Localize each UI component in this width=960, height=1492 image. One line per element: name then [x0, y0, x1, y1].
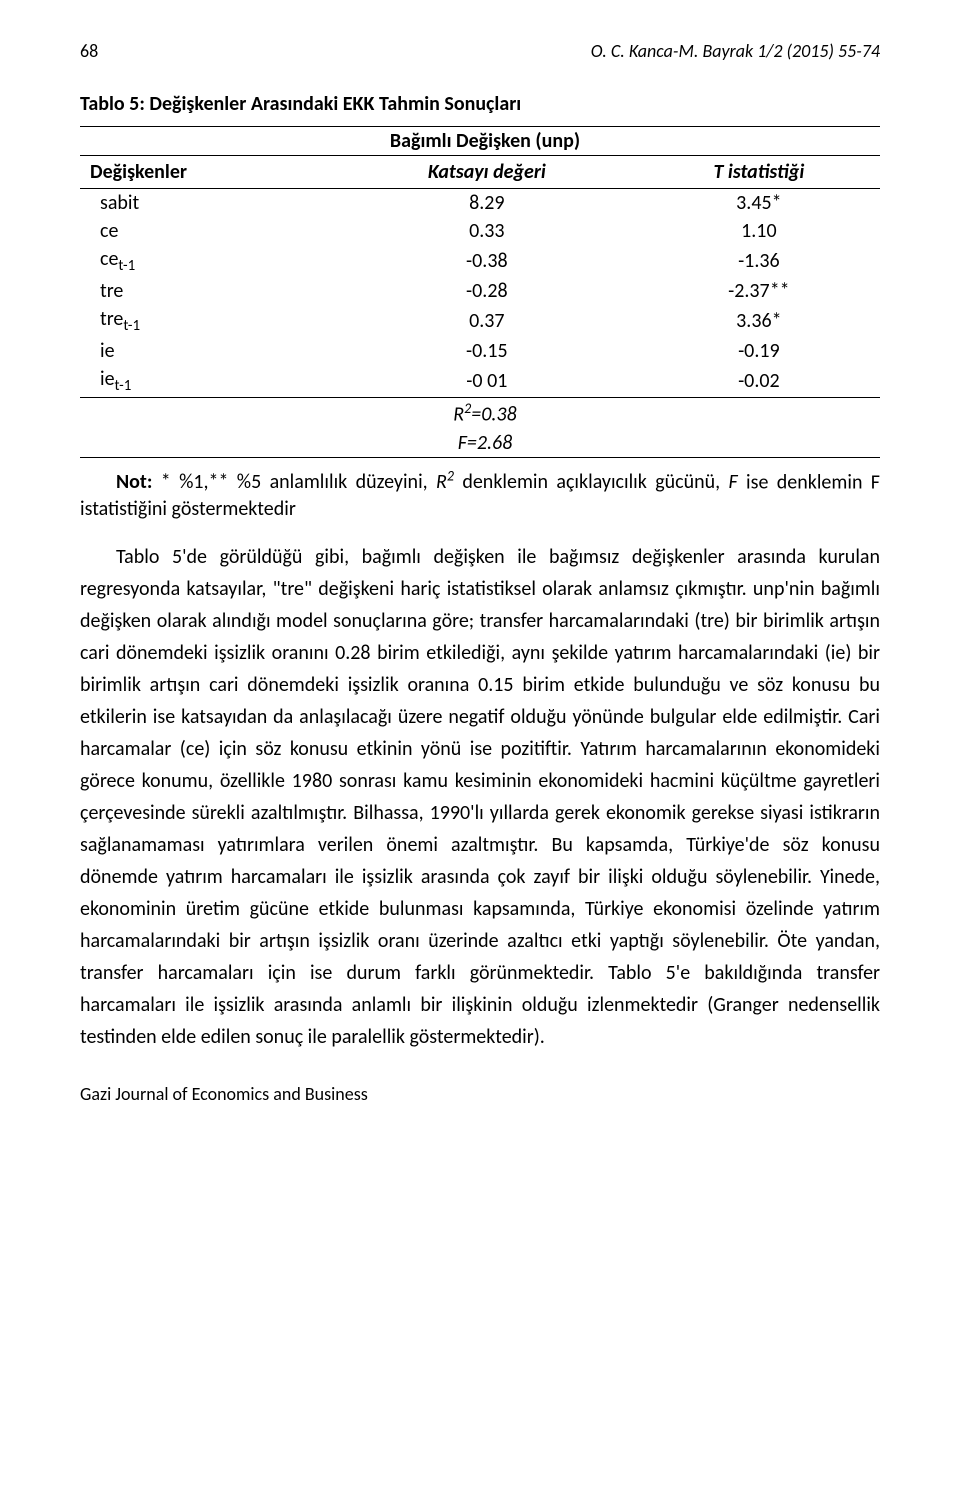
col-header-coef: Katsayı değeri — [336, 156, 638, 189]
table-note: Not: * %1,** %5 anlamlılık düzeyini, R2 … — [80, 468, 880, 524]
regression-table: Bağımlı Değişken (unp) Değişkenler Katsa… — [80, 126, 880, 458]
tstat-cell: 3.36* — [638, 305, 880, 337]
var-cell: tret-1 — [80, 305, 336, 337]
page-number: 68 — [80, 40, 98, 62]
var-cell: tre — [80, 277, 336, 305]
coef-cell: 8.29 — [336, 189, 638, 218]
page-footer: Gazi Journal of Economics and Business — [80, 1083, 880, 1105]
coef-cell: -0.28 — [336, 277, 638, 305]
table-row: ie-0.15-0.19 — [80, 337, 880, 365]
coef-cell: -0 01 — [336, 365, 638, 398]
r2-row: R2=0.38 — [80, 398, 880, 429]
table-row: tret-10.373.36* — [80, 305, 880, 337]
col-header-tstat: T istatistiği — [638, 156, 880, 189]
coef-cell: -0.38 — [336, 245, 638, 277]
r2-cell: R2=0.38 — [80, 398, 880, 429]
tstat-cell: -0.19 — [638, 337, 880, 365]
tstat-cell: -1.36 — [638, 245, 880, 277]
var-cell: sabit — [80, 189, 336, 218]
table-row: sabit8.293.45* — [80, 189, 880, 218]
author-citation: O. C. Kanca-M. Bayrak 1/2 (2015) 55-74 — [591, 40, 880, 62]
tstat-cell: -0.02 — [638, 365, 880, 398]
dependent-var-row: Bağımlı Değişken (unp) — [80, 127, 880, 156]
table-title: Tablo 5: Değişkenler Arasındaki EKK Tahm… — [80, 92, 880, 116]
var-cell: ie — [80, 337, 336, 365]
col-header-var: Değişkenler — [80, 156, 336, 189]
coef-cell: -0.15 — [336, 337, 638, 365]
tstat-cell: 3.45* — [638, 189, 880, 218]
f-cell: F=2.68 — [80, 429, 880, 458]
table-row: ce0.331.10 — [80, 217, 880, 245]
var-cell: cet-1 — [80, 245, 336, 277]
var-cell: iet-1 — [80, 365, 336, 398]
tstat-cell: 1.10 — [638, 217, 880, 245]
table-row: tre-0.28-2.37** — [80, 277, 880, 305]
table-row: iet-1-0 01-0.02 — [80, 365, 880, 398]
var-cell: ce — [80, 217, 336, 245]
table-row: cet-1-0.38-1.36 — [80, 245, 880, 277]
dependent-var-label: Bağımlı Değişken (unp) — [80, 127, 880, 156]
coef-cell: 0.37 — [336, 305, 638, 337]
table-header-row: Değişkenler Katsayı değeri T istatistiği — [80, 156, 880, 189]
f-row: F=2.68 — [80, 429, 880, 458]
coef-cell: 0.33 — [336, 217, 638, 245]
page-header: 68 O. C. Kanca-M. Bayrak 1/2 (2015) 55-7… — [80, 40, 880, 62]
tstat-cell: -2.37** — [638, 277, 880, 305]
body-paragraph: Tablo 5'de görüldüğü gibi, bağımlı değiş… — [80, 541, 880, 1053]
